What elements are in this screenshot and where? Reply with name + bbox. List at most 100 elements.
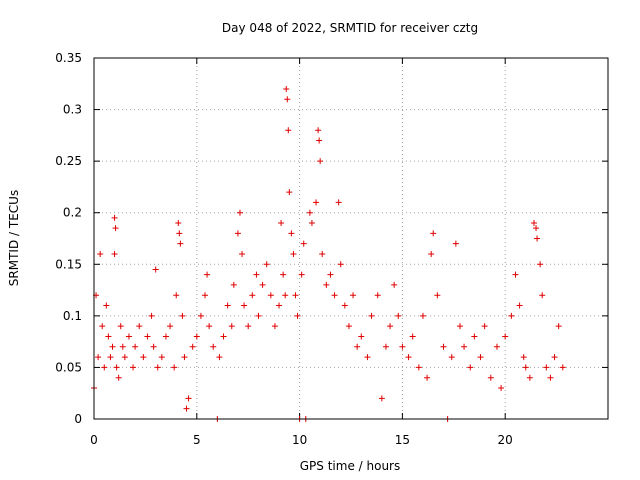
data-point bbox=[99, 323, 106, 330]
data-point bbox=[136, 323, 143, 330]
data-point bbox=[323, 281, 330, 288]
plot-frame bbox=[93, 57, 609, 420]
data-point bbox=[119, 343, 126, 350]
tick-labels: 0 0.05 0.1 0.15 0.2 0.25 0.3 0.35 0 5 10 15 20 bbox=[55, 51, 513, 447]
data-point bbox=[288, 230, 295, 237]
data-point bbox=[300, 240, 307, 247]
y-tick-label: 0.25 bbox=[55, 154, 82, 168]
data-point bbox=[197, 312, 204, 319]
data-point bbox=[555, 323, 562, 330]
data-point bbox=[290, 250, 297, 257]
data-point bbox=[354, 343, 361, 350]
data-point bbox=[150, 343, 157, 350]
data-point bbox=[440, 343, 447, 350]
data-point bbox=[428, 250, 435, 257]
data-point bbox=[298, 271, 305, 278]
data-point bbox=[154, 364, 161, 371]
data-point bbox=[327, 271, 334, 278]
chart-title: Day 048 of 2022, SRMTID for receiver czt… bbox=[222, 21, 478, 35]
y-tick-label: 0.05 bbox=[55, 360, 82, 374]
data-point bbox=[140, 354, 147, 361]
data-point bbox=[534, 235, 541, 242]
grid-lines bbox=[94, 58, 608, 419]
data-point bbox=[317, 158, 324, 165]
data-point bbox=[316, 137, 323, 144]
data-point bbox=[144, 333, 151, 340]
data-point bbox=[175, 220, 182, 227]
data-point bbox=[419, 312, 426, 319]
data-point bbox=[206, 323, 213, 330]
data-point bbox=[282, 292, 289, 299]
data-point bbox=[278, 220, 285, 227]
data-point bbox=[498, 385, 505, 392]
data-point bbox=[103, 302, 110, 309]
data-point bbox=[399, 343, 406, 350]
data-point bbox=[471, 333, 478, 340]
data-point bbox=[424, 374, 431, 381]
data-point bbox=[551, 354, 558, 361]
data-point bbox=[341, 302, 348, 309]
data-point bbox=[113, 364, 120, 371]
data-point bbox=[319, 250, 326, 257]
data-point bbox=[111, 214, 118, 221]
data-point bbox=[382, 343, 389, 350]
data-point bbox=[148, 312, 155, 319]
data-point bbox=[543, 364, 550, 371]
data-point bbox=[522, 364, 529, 371]
axis-ticks bbox=[93, 57, 608, 420]
x-tick-label: 20 bbox=[498, 433, 513, 447]
data-point bbox=[230, 281, 237, 288]
data-point bbox=[405, 354, 412, 361]
data-point bbox=[224, 302, 231, 309]
data-point bbox=[112, 225, 119, 232]
data-point bbox=[177, 240, 184, 247]
data-point bbox=[249, 292, 256, 299]
data-point bbox=[171, 364, 178, 371]
data-point bbox=[456, 323, 463, 330]
data-point bbox=[220, 333, 227, 340]
data-point bbox=[364, 354, 371, 361]
data-point bbox=[481, 323, 488, 330]
data-point bbox=[189, 343, 196, 350]
y-tick-label: 0.35 bbox=[55, 51, 82, 65]
data-point bbox=[331, 292, 338, 299]
data-point bbox=[284, 96, 291, 103]
x-tick-label: 15 bbox=[395, 433, 410, 447]
data-point bbox=[533, 225, 540, 232]
data-point bbox=[107, 354, 114, 361]
data-point bbox=[285, 127, 292, 134]
data-point bbox=[409, 333, 416, 340]
data-point bbox=[125, 333, 132, 340]
data-point bbox=[259, 281, 266, 288]
data-point bbox=[337, 261, 344, 268]
data-points bbox=[91, 85, 566, 422]
data-point bbox=[241, 302, 248, 309]
x-tick-label: 0 bbox=[90, 433, 98, 447]
y-axis-label: SRMTID / TECUs bbox=[7, 190, 21, 286]
data-point bbox=[448, 354, 455, 361]
data-point bbox=[255, 312, 262, 319]
y-tick-label: 0.1 bbox=[63, 309, 82, 323]
data-point bbox=[391, 281, 398, 288]
y-tick-label: 0.3 bbox=[63, 103, 82, 117]
x-axis-label: GPS time / hours bbox=[300, 459, 401, 473]
data-point bbox=[276, 302, 283, 309]
data-point bbox=[132, 343, 139, 350]
data-point bbox=[185, 395, 192, 402]
data-point bbox=[216, 354, 223, 361]
data-point bbox=[508, 312, 515, 319]
data-point bbox=[245, 323, 252, 330]
data-point bbox=[158, 354, 165, 361]
data-point bbox=[105, 333, 112, 340]
data-point bbox=[117, 323, 124, 330]
data-point bbox=[374, 292, 381, 299]
data-point bbox=[452, 240, 459, 247]
data-point bbox=[202, 292, 209, 299]
data-point bbox=[183, 405, 190, 412]
data-point bbox=[335, 199, 342, 206]
y-tick-label: 0.15 bbox=[55, 257, 82, 271]
data-point bbox=[130, 364, 137, 371]
data-point bbox=[193, 333, 200, 340]
data-point bbox=[239, 250, 246, 257]
data-point bbox=[253, 271, 260, 278]
